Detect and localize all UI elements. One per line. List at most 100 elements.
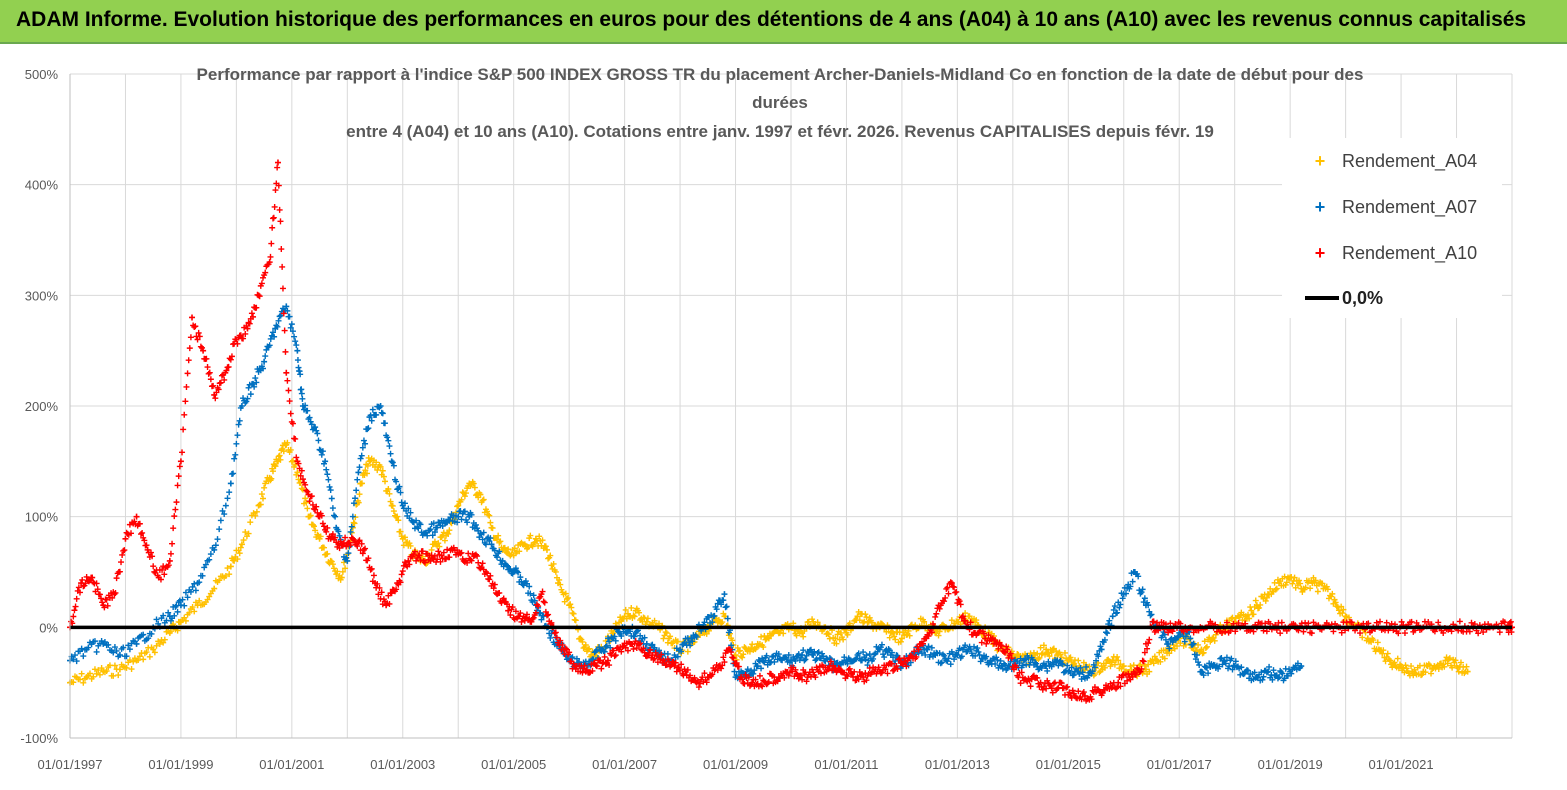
data-point-A10-interp xyxy=(895,656,902,663)
data-point-A10-interp xyxy=(212,395,219,402)
data-point-A10-interp xyxy=(225,363,232,370)
data-point-A04-interp xyxy=(436,543,443,550)
data-point-A10 xyxy=(860,674,867,681)
data-point-A07-interp xyxy=(358,452,365,459)
data-point-A04-interp xyxy=(204,596,211,603)
data-point-A04-interp xyxy=(1114,653,1121,660)
data-point-A04-interp xyxy=(247,519,254,526)
data-point-A04-interp xyxy=(153,642,160,649)
data-point-A07-interp xyxy=(540,613,547,620)
data-point-A04-interp xyxy=(364,462,371,469)
data-point-A04-interp xyxy=(780,630,787,637)
data-point-A04-interp xyxy=(126,657,133,664)
data-point-A10 xyxy=(405,557,412,564)
data-point-A10 xyxy=(416,552,423,559)
data-point-A07-interp xyxy=(479,536,486,543)
data-point-A04 xyxy=(211,585,218,592)
data-point-A04-interp xyxy=(312,527,319,534)
data-point-A04-interp xyxy=(93,670,100,677)
data-point-A10-interp xyxy=(995,645,1002,652)
data-point-A04-interp xyxy=(1297,580,1304,587)
data-point-A10-interp xyxy=(194,336,201,343)
data-point-A10-interp xyxy=(817,670,824,677)
data-point-A07 xyxy=(754,663,761,670)
data-point-A10-interp xyxy=(612,652,619,659)
data-point-A07-interp xyxy=(434,524,441,531)
x-tick-label: 01/01/2009 xyxy=(703,757,768,772)
data-point-A04-interp xyxy=(485,511,492,518)
data-point-A04-interp xyxy=(216,577,223,584)
data-point-A10-interp xyxy=(854,673,861,680)
data-point-A10-interp xyxy=(298,467,305,474)
data-point-A10-interp xyxy=(548,619,555,626)
data-point-A10-interp xyxy=(637,640,644,647)
data-point-A07-interp xyxy=(148,630,155,637)
data-point-A10-interp xyxy=(362,545,369,552)
data-point-A10-interp xyxy=(624,647,631,654)
data-point-A10-interp xyxy=(262,269,269,276)
data-point-A04-interp xyxy=(1177,640,1184,647)
data-point-A07-interp xyxy=(723,603,730,610)
data-point-A10-interp xyxy=(165,562,172,569)
data-point-A10-interp xyxy=(911,648,918,655)
data-point-A07-interp xyxy=(328,495,335,502)
data-point-A10-interp xyxy=(167,550,174,557)
data-point-A04-interp xyxy=(1262,597,1269,604)
data-point-A07-interp xyxy=(1085,672,1092,679)
data-point-A10-interp xyxy=(306,498,313,505)
data-point-A07-interp xyxy=(507,566,514,573)
data-point-A04-interp xyxy=(962,610,969,617)
data-point-A07-interp xyxy=(386,443,393,450)
legend-label-zero: 0,0% xyxy=(1342,288,1383,308)
data-point-A04 xyxy=(444,530,451,537)
data-point-A10-interp xyxy=(1308,630,1315,637)
data-point-A10-interp xyxy=(250,313,257,320)
data-point-A04-interp xyxy=(550,560,557,567)
data-point-A07 xyxy=(688,635,695,642)
data-point-A04-interp xyxy=(186,609,193,616)
data-point-A04 xyxy=(338,574,345,581)
data-point-A07-interp xyxy=(308,421,315,428)
data-point-A07-interp xyxy=(287,324,294,331)
data-point-A10-interp xyxy=(1013,664,1020,671)
data-point-A04-interp xyxy=(563,596,570,603)
data-point-A04-interp xyxy=(552,568,559,575)
x-tick-label: 01/01/2007 xyxy=(592,757,657,772)
data-point-A04 xyxy=(732,652,739,658)
data-point-A04-interp xyxy=(585,646,592,653)
data-point-A10-interp xyxy=(287,410,294,417)
data-point-A04-interp xyxy=(480,496,487,503)
data-point-A07-interp xyxy=(329,505,336,512)
data-point-A04-interp xyxy=(719,619,726,626)
data-point-A10-interp xyxy=(1348,619,1355,626)
data-point-A07-interp xyxy=(235,421,242,428)
data-point-A10-interp xyxy=(329,531,336,538)
data-point-A07-interp xyxy=(807,646,814,653)
data-point-A07-interp xyxy=(1089,668,1096,675)
data-point-A07-interp xyxy=(1141,595,1148,602)
data-point-A04-interp xyxy=(856,617,863,624)
data-point-A07-interp xyxy=(1002,662,1009,669)
data-point-A07-interp xyxy=(219,507,226,514)
data-point-A10-interp xyxy=(271,203,278,210)
data-point-A07-interp xyxy=(202,561,209,568)
data-point-A07-interp xyxy=(80,653,87,660)
data-point-A10-interp xyxy=(76,589,83,596)
data-point-A07-interp xyxy=(461,508,468,515)
data-point-A04-interp xyxy=(458,496,465,503)
data-point-A10-interp xyxy=(309,501,316,508)
data-point-A04-interp xyxy=(1036,654,1043,661)
data-point-A04-interp xyxy=(321,544,328,551)
data-point-A07-interp xyxy=(750,670,757,677)
data-point-A10-interp xyxy=(507,612,514,619)
data-point-A10-interp xyxy=(213,389,220,396)
data-point-A04-interp xyxy=(224,565,231,572)
data-point-A07-interp xyxy=(826,655,833,662)
data-point-A04-interp xyxy=(866,614,873,621)
data-point-A10-interp xyxy=(898,660,905,667)
data-point-A10-interp xyxy=(228,353,235,360)
data-point-A07-interp xyxy=(398,499,405,506)
data-point-A07-interp xyxy=(1192,656,1199,663)
data-point-A07-interp xyxy=(720,597,727,604)
data-point-A04-interp xyxy=(487,519,494,526)
